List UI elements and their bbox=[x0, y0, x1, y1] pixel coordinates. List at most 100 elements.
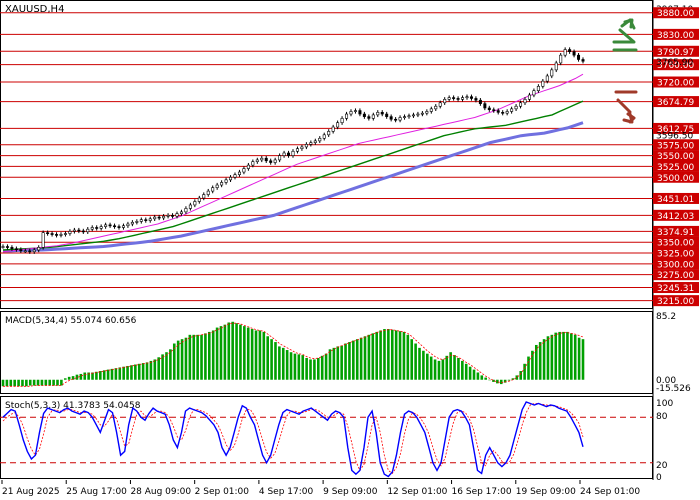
level-label: 3325.00 bbox=[657, 250, 694, 260]
macd-bar bbox=[550, 334, 554, 380]
macd-bar bbox=[558, 331, 561, 380]
macd-bar bbox=[165, 352, 168, 380]
price-candle bbox=[532, 90, 536, 96]
price-candle bbox=[37, 247, 41, 251]
level-label: 3374.91 bbox=[657, 228, 694, 238]
price-candle bbox=[113, 225, 117, 228]
macd-bar bbox=[305, 358, 308, 380]
price-candle bbox=[184, 208, 188, 213]
level-label: 3790.97 bbox=[657, 48, 694, 58]
macd-bar bbox=[13, 379, 16, 387]
level-label: 3245.31 bbox=[657, 284, 694, 294]
price-candle bbox=[68, 231, 72, 234]
price-candle bbox=[19, 249, 23, 252]
level-label: 3451.01 bbox=[657, 195, 694, 205]
time-tick-label: 25 Aug 17:00 bbox=[66, 487, 127, 497]
level-label: 3720.00 bbox=[657, 79, 694, 89]
price-candle bbox=[72, 229, 76, 232]
macd-bar bbox=[149, 360, 153, 380]
moving-averages bbox=[2, 73, 584, 253]
macd-bar bbox=[9, 379, 13, 387]
price-candle bbox=[126, 223, 130, 227]
macd-bar bbox=[523, 363, 526, 380]
price-candle bbox=[121, 225, 125, 228]
macd-bar bbox=[313, 359, 316, 380]
macd-bar bbox=[254, 330, 258, 380]
macd-bar bbox=[114, 368, 118, 380]
ma-mid-line bbox=[2, 100, 584, 251]
price-candle bbox=[300, 146, 304, 149]
price-candle bbox=[193, 201, 197, 206]
price-candle bbox=[99, 226, 103, 229]
price-candle bbox=[130, 221, 134, 225]
price-candle bbox=[273, 159, 277, 163]
price-candle bbox=[358, 110, 362, 115]
macd-bar bbox=[44, 379, 48, 386]
macd-bar bbox=[79, 373, 83, 380]
macd-bar bbox=[387, 329, 390, 380]
macd-bar bbox=[441, 359, 445, 380]
macd-bar bbox=[425, 353, 429, 380]
price-candle bbox=[572, 51, 576, 56]
macd-bar bbox=[87, 372, 90, 380]
macd-bar bbox=[141, 363, 145, 380]
price-candle bbox=[304, 144, 308, 148]
price-candle bbox=[434, 105, 438, 110]
price-candle bbox=[541, 80, 545, 87]
macd-bar bbox=[5, 379, 9, 387]
level-label: 3215.00 bbox=[657, 297, 694, 307]
macd-bar bbox=[371, 333, 375, 380]
price-candle bbox=[153, 216, 157, 220]
price-candle bbox=[501, 112, 505, 114]
price-candle bbox=[197, 197, 201, 202]
macd-bar bbox=[348, 342, 351, 380]
price-candle bbox=[469, 96, 473, 99]
macd-bar bbox=[499, 379, 503, 385]
level-label-bg bbox=[653, 258, 699, 270]
macd-bar bbox=[511, 378, 515, 380]
macd-bar bbox=[246, 327, 250, 380]
macd-bar bbox=[320, 355, 324, 380]
macd-bar bbox=[219, 326, 223, 380]
macd-bar bbox=[75, 374, 79, 380]
price-candle bbox=[278, 155, 282, 161]
macd-bar bbox=[99, 371, 102, 380]
price-candle bbox=[367, 116, 371, 119]
price-candle bbox=[171, 215, 175, 217]
macd-bar bbox=[453, 355, 456, 380]
macd-signal-line bbox=[3, 322, 584, 387]
macd-bar bbox=[250, 329, 254, 380]
macd-bar bbox=[278, 346, 281, 380]
price-candle bbox=[425, 111, 429, 114]
level-price-labels: 3880.00 3830.00 3790.97 3760.00 3720.00 3674.… bbox=[653, 7, 699, 307]
up-arrow-icon bbox=[612, 18, 638, 52]
price-candle bbox=[229, 176, 233, 181]
price-candle bbox=[162, 215, 166, 219]
macd-bar bbox=[293, 353, 297, 380]
macd-bar bbox=[546, 336, 550, 380]
level-label-bg bbox=[653, 269, 699, 281]
price-candle bbox=[362, 113, 366, 117]
macd-bar bbox=[317, 358, 320, 380]
price-candle bbox=[309, 142, 313, 145]
price-candle bbox=[371, 114, 375, 119]
macd-bar bbox=[60, 379, 63, 386]
level-label: 3412.03 bbox=[657, 212, 694, 222]
macd-bar bbox=[270, 339, 273, 380]
macd-bar bbox=[266, 336, 269, 380]
price-candle bbox=[313, 140, 317, 143]
macd-bar bbox=[161, 354, 164, 380]
price-candle bbox=[41, 232, 45, 248]
macd-bar bbox=[328, 349, 332, 380]
price-candle bbox=[389, 116, 393, 120]
price-candle bbox=[14, 248, 18, 250]
macd-bar bbox=[398, 331, 402, 380]
macd-bar bbox=[344, 343, 347, 380]
price-candle bbox=[166, 215, 170, 217]
stoch-main-line bbox=[2, 401, 584, 478]
macd-bar bbox=[145, 362, 149, 380]
macd-bar bbox=[480, 375, 484, 380]
price-candle bbox=[202, 194, 206, 199]
macd-bar bbox=[461, 360, 464, 380]
